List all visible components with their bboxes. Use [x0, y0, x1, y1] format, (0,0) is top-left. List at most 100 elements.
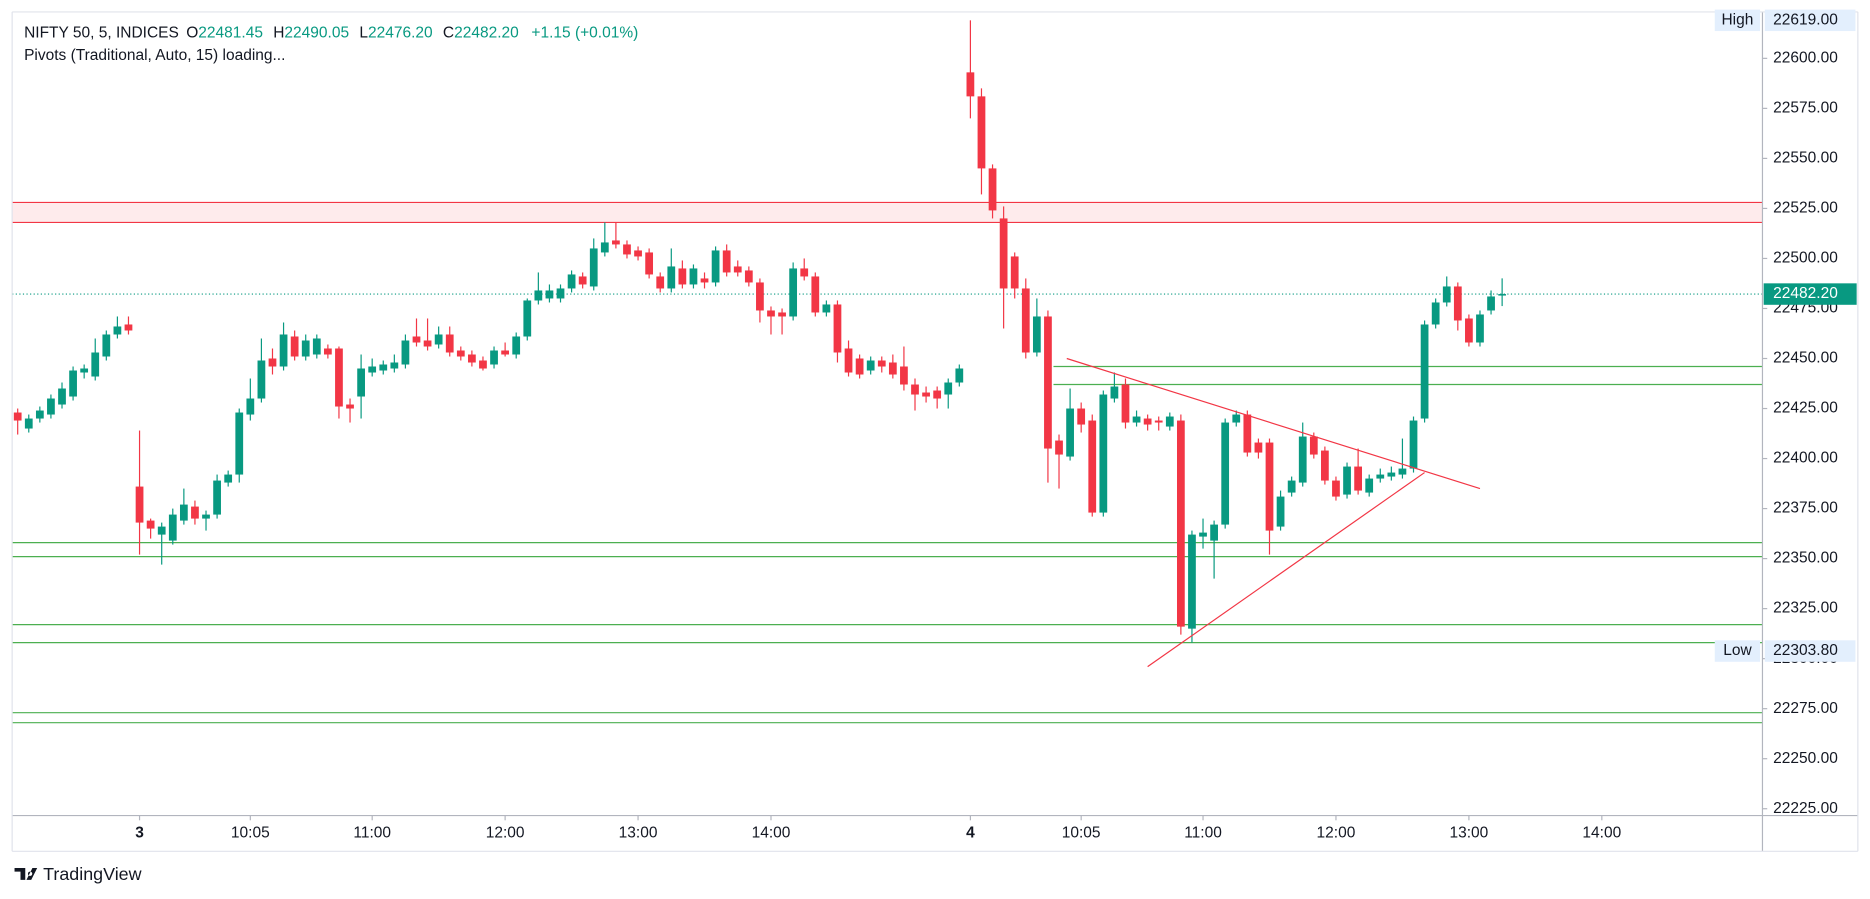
candle-body — [146, 520, 155, 529]
candle-body — [434, 334, 443, 345]
candle-body — [1398, 468, 1407, 475]
candle-body — [1221, 422, 1230, 525]
y-tick-label: 22250.00 — [1773, 750, 1838, 767]
candle-body — [656, 276, 665, 289]
y-tick-label: 22450.00 — [1773, 350, 1838, 367]
x-tick-label: 3 — [135, 825, 144, 842]
y-tick-label: 22600.00 — [1773, 49, 1838, 66]
candle-body — [301, 340, 310, 357]
candle-body — [191, 506, 199, 519]
candle-body — [1287, 480, 1296, 493]
candle-body — [357, 368, 365, 397]
candle-body — [1088, 420, 1097, 513]
x-tick-label: 13:00 — [619, 825, 658, 842]
candle-body — [1387, 472, 1396, 477]
change: +1.15 (+0.01%) — [531, 24, 638, 41]
last-price-box — [1763, 283, 1857, 305]
candle-body — [1476, 314, 1484, 343]
y-tick-label: 22550.00 — [1773, 149, 1838, 166]
candle-body — [900, 366, 908, 385]
candle-body — [179, 504, 188, 521]
candle-body — [556, 288, 565, 299]
y-tick-label: 22225.00 — [1773, 800, 1838, 817]
x-tick-label: 14:00 — [752, 825, 791, 842]
x-tick-label: 13:00 — [1449, 825, 1488, 842]
candle-body — [1442, 286, 1451, 303]
candle-body — [423, 340, 432, 347]
candle-body — [833, 304, 842, 353]
trendline — [1066, 357, 1481, 490]
candle-body — [1498, 294, 1507, 296]
candle-body — [700, 278, 709, 283]
y-tick-label: 22425.00 — [1773, 400, 1838, 417]
candle-body — [47, 398, 55, 415]
candle-body — [988, 168, 997, 211]
candle-body — [922, 392, 930, 397]
x-tick-label: 12:00 — [1317, 825, 1356, 842]
candle-body — [312, 338, 321, 355]
open-label: O — [186, 24, 198, 41]
candle-body — [1154, 420, 1163, 423]
candle-body — [168, 514, 177, 541]
candle-body — [456, 350, 465, 357]
candle-body — [401, 340, 410, 365]
tag-value-box — [1764, 9, 1856, 32]
candle-body — [1010, 256, 1019, 289]
candle-body — [733, 266, 742, 273]
y-tick-label: 22375.00 — [1773, 500, 1838, 517]
candle-body — [866, 360, 875, 371]
candle-body — [1243, 414, 1252, 453]
candle-body — [933, 390, 942, 399]
candle-body — [678, 268, 687, 285]
candle-body — [545, 290, 554, 299]
candle-body — [501, 350, 509, 355]
y-tick-label: 22325.00 — [1773, 600, 1838, 617]
tag-value: 22619.00 — [1773, 11, 1838, 28]
candle-body — [1232, 414, 1241, 423]
candle-body — [634, 250, 642, 257]
candle-body — [877, 360, 886, 367]
tag-name: Low — [1723, 642, 1752, 659]
candle-body — [1165, 416, 1174, 427]
candle-body — [667, 266, 676, 289]
candle-body — [124, 324, 133, 331]
footer: TradingView — [43, 864, 141, 884]
candle-body — [1265, 442, 1274, 531]
candle-body — [268, 358, 277, 367]
candle-body — [80, 368, 89, 373]
open-value: 22481.45 — [198, 24, 263, 41]
candle-body — [1199, 532, 1207, 537]
ohlc-values: O22481.45 H22490.05 L22476.20 C22482.20 … — [186, 24, 638, 41]
candle-body — [24, 418, 33, 429]
x-tick-label: 11:00 — [353, 825, 391, 842]
candle-body — [323, 348, 332, 355]
candle-body — [235, 412, 244, 475]
candle-body — [1132, 416, 1141, 423]
candle-body — [91, 352, 100, 377]
candle-body — [844, 348, 853, 373]
candle-body — [35, 410, 44, 419]
candle-body — [1099, 394, 1108, 513]
tag-name-box — [1714, 9, 1761, 32]
candle-body — [1143, 418, 1152, 425]
y-tick-label: 22275.00 — [1773, 700, 1838, 717]
candle-body — [157, 526, 166, 535]
candle-body — [756, 282, 764, 311]
candle-body — [1332, 480, 1340, 497]
symbol: NIFTY 50, 5, INDICES — [24, 24, 179, 41]
candle-body — [1453, 286, 1462, 321]
candle-body — [1487, 296, 1495, 311]
candle-body — [1354, 466, 1362, 491]
y-tick-label: 22575.00 — [1773, 99, 1838, 116]
candle-body — [246, 398, 255, 415]
candle-body — [1066, 408, 1074, 457]
y-tick-label: 22525.00 — [1773, 200, 1838, 217]
candle-body — [1409, 420, 1418, 469]
high-value: 22490.05 — [284, 24, 349, 41]
last-price-label: 22482.20 — [1773, 285, 1838, 302]
candle-body — [888, 362, 897, 375]
candle-body — [966, 72, 975, 97]
candle-body — [645, 252, 654, 275]
close-label: C — [443, 24, 454, 41]
